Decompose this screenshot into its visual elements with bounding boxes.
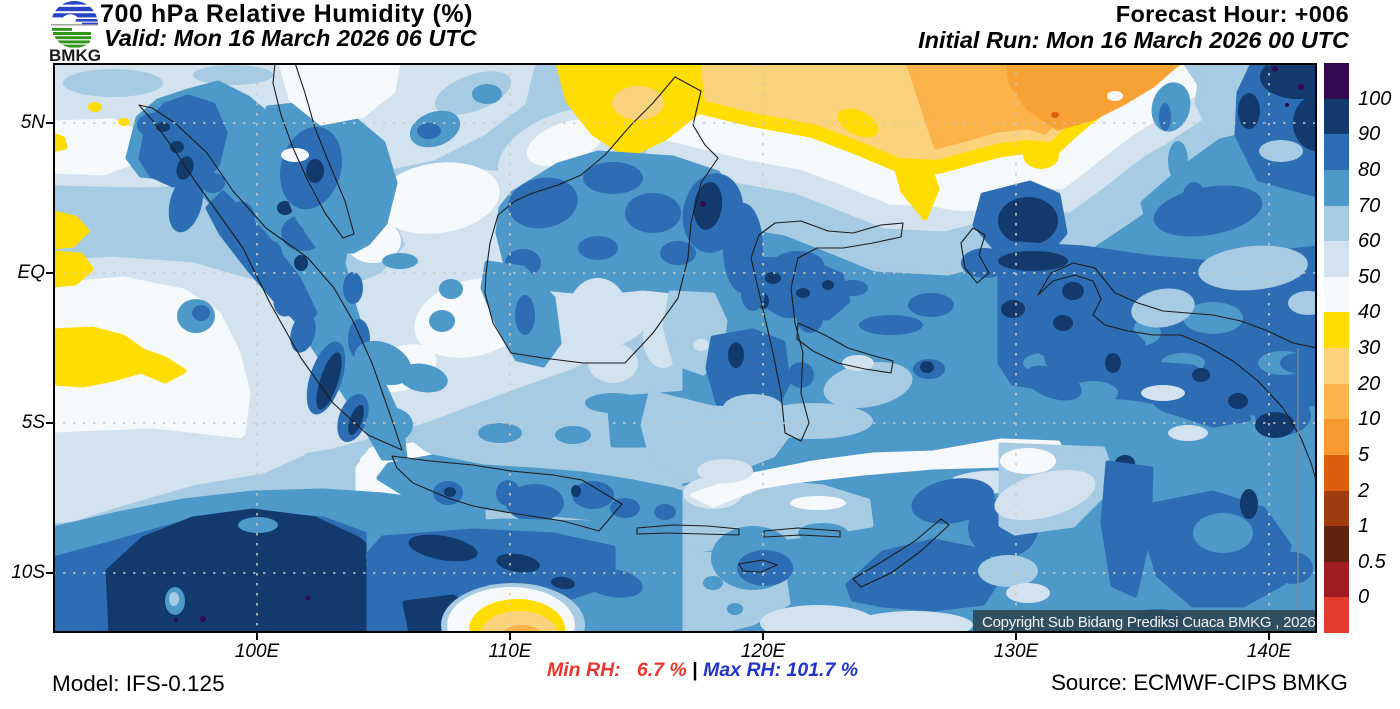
svg-text:BMKG: BMKG <box>49 46 101 64</box>
svg-text:Copyright Sub Bidang Prediksi: Copyright Sub Bidang Prediksi Cuaca BMKG… <box>982 614 1315 631</box>
